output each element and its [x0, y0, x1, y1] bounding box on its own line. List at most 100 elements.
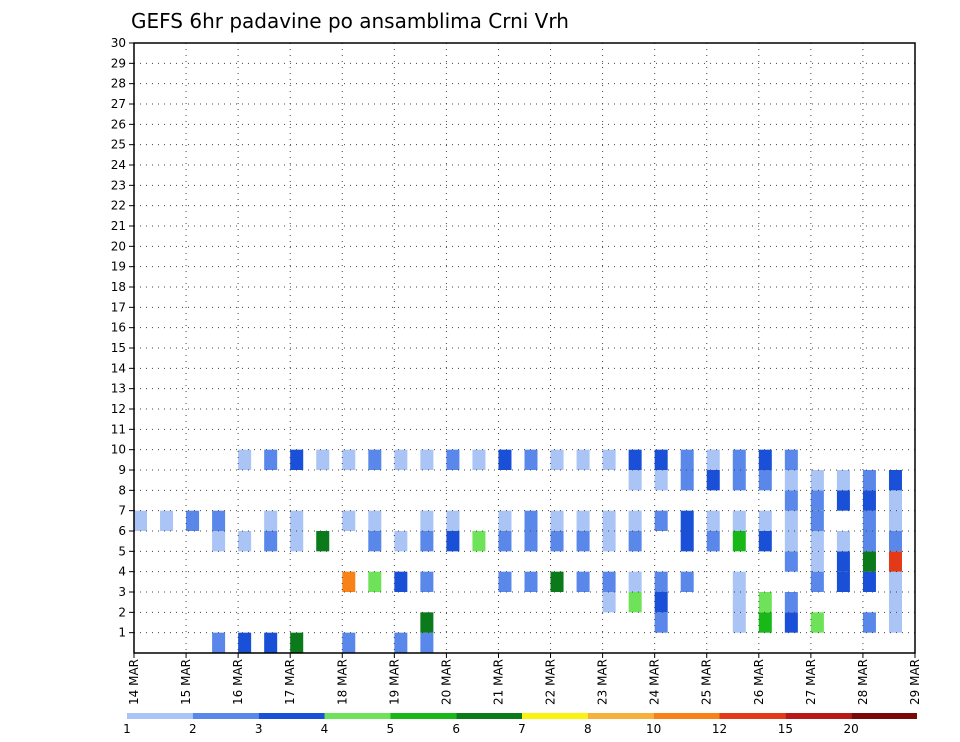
ensemble-cell: [862, 571, 876, 592]
y-tick-label: 10: [111, 443, 126, 457]
colorbar-segment: [127, 713, 193, 719]
ensemble-cell: [472, 449, 486, 470]
ensemble-cell: [680, 510, 694, 531]
ensemble-cell: [446, 510, 460, 531]
ensemble-cell: [784, 449, 798, 470]
ensemble-cell: [238, 632, 252, 653]
colorbar-label: 2: [189, 722, 197, 736]
ensemble-cell: [784, 592, 798, 613]
colorbar-label: 4: [321, 722, 329, 736]
ensemble-cell: [264, 510, 278, 531]
ensemble-cell: [862, 490, 876, 511]
ensemble-cell: [758, 470, 772, 491]
ensemble-cell: [628, 571, 642, 592]
y-tick-label: 22: [111, 199, 126, 213]
ensemble-cell: [368, 449, 382, 470]
ensemble-cell: [420, 612, 434, 633]
y-tick-label: 11: [111, 422, 126, 436]
ensemble-cell: [784, 510, 798, 531]
ensemble-cell: [732, 612, 746, 633]
ensemble-cell: [628, 470, 642, 491]
ensemble-cell: [238, 531, 252, 552]
ensemble-cell: [498, 531, 512, 552]
colorbar-segment: [785, 713, 852, 719]
ensemble-cell: [238, 449, 252, 470]
ensemble-cell: [212, 510, 226, 531]
ensemble-cell: [290, 510, 304, 531]
ensemble-cell: [888, 490, 902, 511]
ensemble-cell: [732, 449, 746, 470]
x-axis-ticks: 14 MAR 15 MAR 16 MAR 17 MAR 18 MAR 19 MAR 20 M…: [127, 653, 922, 705]
ensemble-cell: [680, 470, 694, 491]
ensemble-cell: [342, 571, 356, 592]
colorbar-segment: [258, 713, 325, 719]
ensemble-cell: [628, 449, 642, 470]
ensemble-cell: [810, 510, 824, 531]
ensemble-cell: [342, 449, 356, 470]
ensemble-cell: [888, 510, 902, 531]
ensemble-cell: [654, 510, 668, 531]
y-tick-label: 16: [111, 321, 126, 335]
ensemble-cell: [784, 470, 798, 491]
colorbar: 1 2 3 4 5 6 7 8 10 12 15 20: [123, 713, 917, 736]
y-tick-label: 29: [111, 56, 126, 70]
y-tick-label: 24: [111, 158, 126, 172]
colorbar-label: 15: [778, 722, 793, 736]
ensemble-cell: [862, 531, 876, 552]
ensemble-cell: [134, 510, 148, 531]
y-tick-label: 3: [118, 585, 126, 599]
colorbar-segment: [390, 713, 457, 719]
ensemble-cell: [290, 531, 304, 552]
grid-lines: [134, 43, 915, 653]
ensemble-cell: [810, 531, 824, 552]
ensemble-cell: [420, 632, 434, 653]
ensemble-cell: [706, 449, 720, 470]
colorbar-label: 3: [255, 722, 263, 736]
ensemble-cell: [732, 592, 746, 613]
ensemble-cell: [576, 510, 590, 531]
ensemble-cell: [160, 510, 174, 531]
colorbar-label: 7: [518, 722, 526, 736]
ensemble-cell: [290, 449, 304, 470]
y-tick-label: 25: [111, 138, 126, 152]
colorbar-segment: [456, 713, 522, 719]
ensemble-cell: [212, 531, 226, 552]
ensemble-cell: [576, 449, 590, 470]
colorbar-label: 20: [844, 722, 859, 736]
x-tick-label: 15 MAR: [179, 659, 193, 705]
x-tick-label: 27 MAR: [804, 659, 818, 705]
ensemble-cell: [342, 632, 356, 653]
ensemble-cell: [810, 470, 824, 491]
y-tick-label: 6: [118, 524, 126, 538]
ensemble-cell: [264, 632, 278, 653]
ensemble-cell: [784, 490, 798, 511]
ensemble-cell: [602, 510, 616, 531]
y-tick-label: 1: [118, 626, 126, 640]
ensemble-cell: [212, 632, 226, 653]
y-tick-label: 2: [118, 605, 126, 619]
ensemble-cell: [342, 510, 356, 531]
ensemble-cell: [758, 531, 772, 552]
ensemble-cell: [888, 531, 902, 552]
ensemble-cell: [784, 531, 798, 552]
x-tick-label: 19 MAR: [387, 659, 401, 705]
colorbar-label: 1: [123, 722, 131, 736]
ensemble-cell: [498, 571, 512, 592]
colorbar-label: 5: [387, 722, 395, 736]
x-tick-label: 26 MAR: [752, 659, 766, 705]
x-tick-label: 20 MAR: [439, 659, 453, 705]
ensemble-cell: [368, 510, 382, 531]
ensemble-cell: [654, 571, 668, 592]
y-tick-label: 21: [111, 219, 126, 233]
colorbar-segment: [719, 713, 786, 719]
ensemble-cell: [758, 612, 772, 633]
ensemble-cell: [524, 531, 538, 552]
y-tick-label: 9: [118, 463, 126, 477]
y-tick-label: 15: [111, 341, 126, 355]
ensemble-cell: [602, 531, 616, 552]
ensemble-cell: [498, 510, 512, 531]
ensemble-cell: [888, 592, 902, 613]
ensemble-cell: [654, 470, 668, 491]
colorbar-label: 10: [646, 722, 661, 736]
